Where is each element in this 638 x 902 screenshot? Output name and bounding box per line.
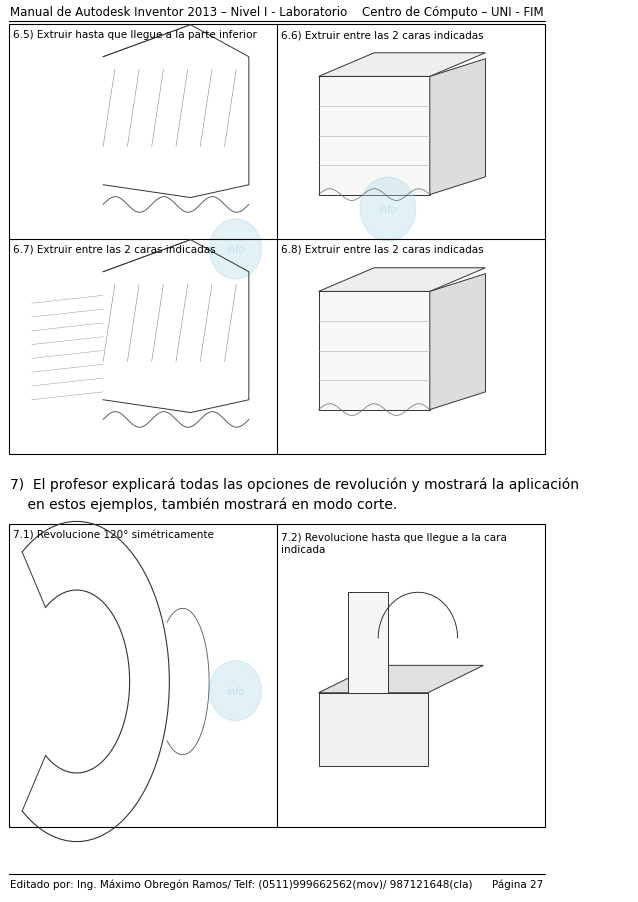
- Polygon shape: [318, 54, 486, 78]
- Bar: [279, 38, 544, 235]
- Bar: [10, 38, 276, 235]
- Text: 7.1) Revolucione 120° simétricamente: 7.1) Revolucione 120° simétricamente: [13, 529, 214, 539]
- Text: 6.7) Extruir entre las 2 caras indicadas: 6.7) Extruir entre las 2 caras indicadas: [13, 244, 216, 254]
- Text: Editado por: Ing. Máximo Obregón Ramos/ Telf: (0511)999662562(mov)/ 987121648(cl: Editado por: Ing. Máximo Obregón Ramos/ …: [10, 879, 473, 889]
- Text: Manual de Autodesk Inventor 2013 – Nivel I - Laboratorio: Manual de Autodesk Inventor 2013 – Nivel…: [10, 5, 348, 18]
- Text: info: info: [379, 205, 397, 215]
- Bar: [279, 253, 544, 449]
- Text: info: info: [226, 244, 244, 254]
- Polygon shape: [318, 269, 486, 292]
- Text: Centro de Cómputo – UNI - FIM: Centro de Cómputo – UNI - FIM: [362, 5, 544, 18]
- Circle shape: [209, 661, 262, 721]
- Bar: [348, 593, 388, 693]
- Text: 6.8) Extruir entre las 2 caras indicadas: 6.8) Extruir entre las 2 caras indicadas: [281, 244, 484, 254]
- Text: 7.2) Revolucione hasta que llegue a la cara
indicada: 7.2) Revolucione hasta que llegue a la c…: [281, 532, 507, 554]
- Bar: [318, 693, 428, 766]
- Bar: [318, 78, 430, 196]
- Bar: [9, 25, 545, 455]
- Bar: [10, 253, 276, 449]
- Bar: [10, 541, 276, 822]
- Text: 6.6) Extruir entre las 2 caras indicadas: 6.6) Extruir entre las 2 caras indicadas: [281, 30, 484, 40]
- Polygon shape: [318, 666, 484, 693]
- Text: info: info: [226, 686, 244, 695]
- Circle shape: [209, 220, 262, 280]
- Bar: [318, 292, 430, 410]
- Polygon shape: [430, 274, 486, 410]
- Bar: [279, 541, 544, 822]
- Text: 6.5) Extruir hasta que llegue a la parte inferior: 6.5) Extruir hasta que llegue a la parte…: [13, 30, 257, 40]
- Circle shape: [360, 178, 416, 242]
- Text: 7)  El profesor explicará todas las opciones de revolución y mostrará la aplicac: 7) El profesor explicará todas las opcio…: [10, 477, 579, 511]
- Text: Página 27: Página 27: [493, 879, 544, 889]
- Bar: [9, 524, 545, 827]
- Polygon shape: [430, 60, 486, 196]
